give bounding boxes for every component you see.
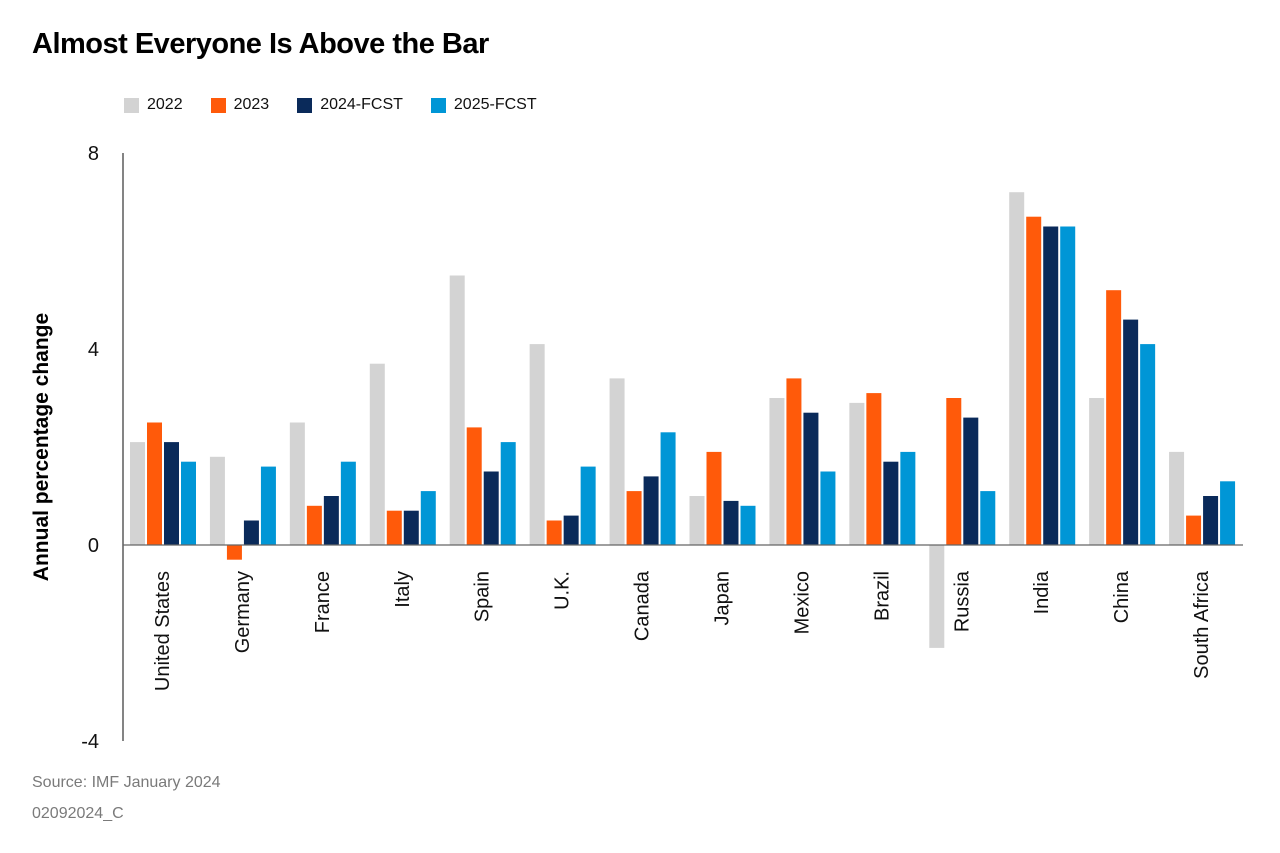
bar-united-states-2022 <box>130 442 145 545</box>
chart-code: 02092024_C <box>32 805 124 822</box>
bar-spain-2025-fcst <box>500 442 516 545</box>
chart-legend: 2022 2023 2024-FCST 2025-FCST <box>124 96 537 114</box>
y-tick-label: 4 <box>88 339 99 361</box>
bar-south-africa-2023 <box>1186 515 1202 545</box>
legend-label-2025-fcst: 2025-FCST <box>453 96 537 113</box>
bar-canada-2022 <box>609 378 625 545</box>
bar-india-2024-fcst <box>1043 226 1059 545</box>
legend-label-2022: 2022 <box>147 96 183 113</box>
x-tick-label-india: India <box>1031 570 1053 614</box>
x-tick-label-mexico: Mexico <box>791 571 813 634</box>
bar-germany-2024-fcst <box>243 520 259 545</box>
bar-china-2025-fcst <box>1140 344 1156 545</box>
bar-brazil-2025-fcst <box>900 451 916 545</box>
bar-south-africa-2025-fcst <box>1220 481 1236 545</box>
bar-canada-2024-fcst <box>643 476 659 545</box>
legend-item-2022: 2022 <box>124 96 183 114</box>
legend-label-2024-fcst: 2024-FCST <box>320 96 403 113</box>
bar-russia-2024-fcst <box>963 417 979 545</box>
legend-swatch-2023 <box>210 97 226 113</box>
legend-item-2024-fcst: 2024-FCST <box>297 96 403 114</box>
bar-united-states-2023 <box>147 422 162 545</box>
bar-germany-2023 <box>226 545 242 560</box>
legend-item-2023: 2023 <box>210 96 270 114</box>
x-tick-label-china: China <box>1111 570 1133 623</box>
bar-japan-2024-fcst <box>723 500 739 545</box>
bar-mexico-2025-fcst <box>820 471 836 545</box>
legend-swatch-2025-fcst <box>430 97 446 113</box>
bar-brazil-2024-fcst <box>883 461 899 545</box>
x-tick-label-spain: Spain <box>472 571 494 622</box>
bar-south-africa-2022 <box>1169 451 1185 545</box>
x-tick-label-france: France <box>312 571 334 633</box>
bar-spain-2024-fcst <box>483 471 499 545</box>
bar-united-states-2025-fcst <box>181 461 196 545</box>
bar-france-2024-fcst <box>323 496 339 545</box>
bar-japan-2023 <box>706 451 722 545</box>
bar-canada-2023 <box>626 491 642 545</box>
bar-brazil-2022 <box>849 402 865 545</box>
bar-france-2023 <box>306 505 322 545</box>
x-tick-label-germany: Germany <box>232 571 254 653</box>
x-tick-label-brazil: Brazil <box>871 571 893 621</box>
bar-italy-2022 <box>369 363 385 545</box>
bar-u-k-2025-fcst <box>580 466 596 545</box>
bar-russia-2022 <box>929 545 945 648</box>
bar-mexico-2022 <box>769 398 785 545</box>
bar-russia-2025-fcst <box>980 491 996 545</box>
bar-brazil-2023 <box>866 393 882 545</box>
bar-india-2025-fcst <box>1060 226 1076 545</box>
bar-russia-2023 <box>946 398 962 545</box>
bar-spain-2022 <box>449 275 465 545</box>
legend-label-2023: 2023 <box>233 96 270 113</box>
chart-title: Almost Everyone Is Above the Bar <box>32 28 489 60</box>
bar-japan-2025-fcst <box>740 505 756 545</box>
bar-germany-2025-fcst <box>260 466 276 545</box>
bar-france-2025-fcst <box>340 461 356 545</box>
bar-canada-2025-fcst <box>660 432 676 545</box>
bar-united-states-2024-fcst <box>164 442 179 545</box>
bar-italy-2023 <box>386 510 402 545</box>
bar-italy-2024-fcst <box>403 510 419 545</box>
bar-mexico-2024-fcst <box>803 412 819 545</box>
source-note: Source: IMF January 2024 <box>32 774 221 791</box>
bar-france-2022 <box>289 422 305 545</box>
bar-india-2023 <box>1026 216 1042 545</box>
x-tick-label-russia: Russia <box>951 570 973 632</box>
bar-china-2022 <box>1089 398 1105 545</box>
y-axis-title: Annual percentage change <box>30 313 53 581</box>
bar-south-africa-2024-fcst <box>1203 496 1219 545</box>
bar-china-2024-fcst <box>1123 319 1139 545</box>
x-tick-label-south-africa: South Africa <box>1191 570 1213 679</box>
bar-mexico-2023 <box>786 378 802 545</box>
bar-spain-2023 <box>466 427 482 545</box>
y-tick-label: -4 <box>81 731 99 753</box>
x-tick-label-u-k: U.K. <box>552 571 574 610</box>
bar-germany-2022 <box>209 456 225 545</box>
y-tick-label: 8 <box>88 143 99 165</box>
bar-china-2023 <box>1106 290 1122 545</box>
x-tick-label-japan: Japan <box>712 571 734 626</box>
bar-india-2022 <box>1009 192 1025 545</box>
bar-u-k-2023 <box>546 520 562 545</box>
bar-u-k-2022 <box>529 344 545 545</box>
x-tick-label-united-states: United States <box>152 571 174 691</box>
legend-swatch-2024-fcst <box>297 97 313 113</box>
bar-u-k-2024-fcst <box>563 515 579 545</box>
legend-item-2025-fcst: 2025-FCST <box>430 96 537 114</box>
bar-italy-2025-fcst <box>420 491 436 545</box>
y-tick-label: 0 <box>88 535 99 557</box>
x-tick-label-italy: Italy <box>392 571 414 608</box>
x-tick-label-canada: Canada <box>632 570 654 641</box>
bar-japan-2022 <box>689 496 705 545</box>
legend-swatch-2022 <box>124 97 139 113</box>
